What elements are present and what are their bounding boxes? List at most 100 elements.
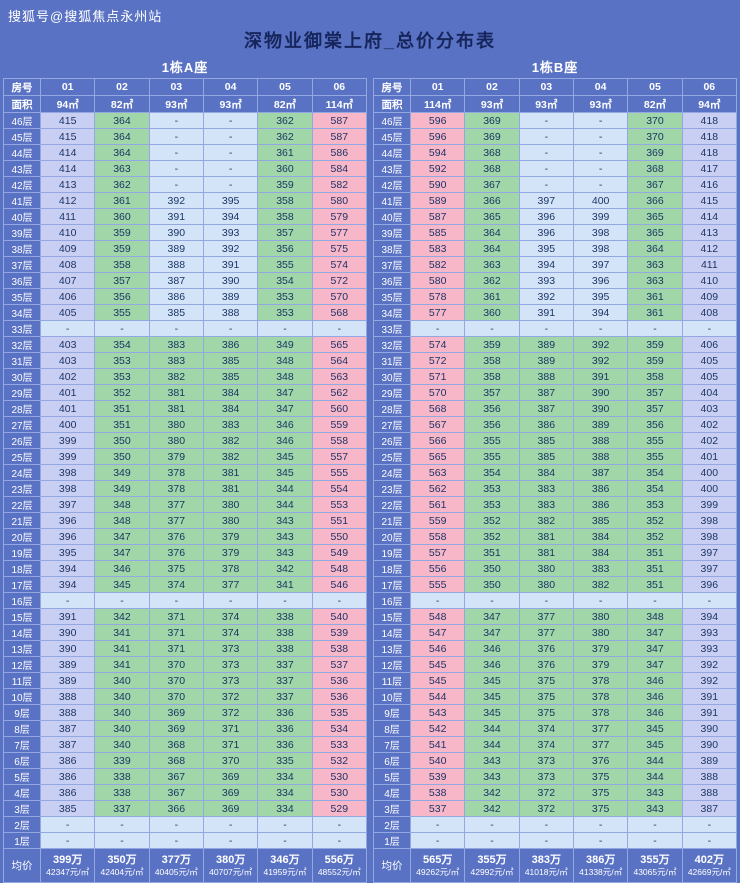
price-cell: 354 [627, 464, 683, 481]
price-cell: 384 [202, 384, 259, 401]
floor-row: 21层 396 348 377 380 343 551 [3, 512, 368, 529]
price-cell: 378 [572, 704, 629, 721]
price-cell: 407 [39, 272, 96, 289]
price-cell: 386 [572, 496, 629, 513]
price-cell: 334 [257, 784, 313, 801]
price-cell: 363 [94, 160, 150, 177]
floor-label: 7层 [3, 736, 41, 753]
price-cell: 355 [464, 432, 520, 449]
floor-label: 22层 [373, 496, 411, 513]
price-cell: 366 [627, 192, 683, 209]
price-cell: 347 [94, 544, 150, 561]
floor-label: 20层 [3, 528, 41, 545]
price-cell: 374 [148, 576, 204, 593]
floor-label: 13层 [373, 640, 411, 657]
floor-row: 41层 412 361 392 395 358 580 [3, 192, 368, 209]
price-cell: 405 [681, 368, 738, 385]
price-cell: 580 [409, 272, 466, 289]
price-cell: 343 [464, 752, 520, 769]
floor-label: 15层 [373, 608, 411, 625]
price-cell: 402 [681, 416, 738, 433]
floor-label: 11层 [373, 672, 411, 689]
price-cell: 382 [518, 512, 574, 529]
floor-label: 33层 [373, 320, 411, 337]
average-price: 355万 [477, 854, 507, 866]
price-cell: 410 [39, 224, 96, 241]
price-cell: - [518, 320, 574, 337]
price-cell: - [148, 112, 204, 129]
floor-row: 29层 401 352 381 384 347 562 [3, 384, 368, 401]
price-cell: 534 [311, 720, 368, 737]
price-cell: - [202, 816, 259, 833]
price-cell: 587 [409, 208, 466, 225]
price-cell: 362 [257, 128, 313, 145]
price-cell: 392 [572, 352, 629, 369]
average-cell: 346万 41959元/㎡ [257, 848, 313, 883]
price-cell: 401 [681, 448, 738, 465]
price-cell: 380 [202, 496, 259, 513]
area-row: 面积 94㎡ 82㎡ 93㎡ 93㎡ 82㎡ 114㎡ [3, 95, 368, 113]
floor-row: 20层 558 352 381 384 352 398 [373, 528, 738, 545]
price-cell: 546 [311, 576, 368, 593]
price-cell: 369 [202, 768, 259, 785]
price-cell: 388 [681, 784, 738, 801]
price-cell: - [518, 176, 574, 193]
floor-row: 5层 539 343 373 375 344 388 [373, 768, 738, 785]
floor-label: 2层 [3, 816, 41, 833]
average-price: 350万 [107, 854, 137, 866]
floor-label: 45层 [3, 128, 41, 145]
price-cell: 389 [39, 656, 96, 673]
price-cell: 390 [202, 272, 259, 289]
floor-row: 16层 - - - - - - [3, 592, 368, 609]
floor-label: 23层 [3, 480, 41, 497]
floor-row: 43层 414 363- -360 584 [3, 160, 368, 177]
price-cell: 376 [572, 752, 629, 769]
average-unit-price: 40707元/㎡ [209, 867, 253, 877]
price-cell: 530 [311, 768, 368, 785]
price-cell: 361 [464, 288, 520, 305]
room-number-header: 02 [94, 78, 150, 96]
price-cell: 353 [94, 368, 150, 385]
average-unit-price: 42347元/㎡ [46, 867, 90, 877]
price-cell: 369 [202, 800, 259, 817]
price-cell: 368 [148, 736, 204, 753]
price-cell: 396 [518, 224, 574, 241]
price-cell: - [148, 128, 204, 145]
price-cell: - [409, 320, 466, 337]
price-cell: 570 [409, 384, 466, 401]
price-cell: 338 [94, 784, 150, 801]
floor-row: 12层 545 346 376 379 347 392 [373, 656, 738, 673]
average-price: 399万 [52, 854, 83, 866]
floor-row: 11层 545 345 375 378 346 392 [373, 672, 738, 689]
price-cell: - [202, 832, 259, 849]
price-cell: 390 [39, 640, 96, 657]
floor-row: 17层 394 345 374 377 341 546 [3, 576, 368, 593]
price-cell: 390 [681, 720, 738, 737]
price-cell: 368 [627, 160, 683, 177]
price-cell: 396 [39, 528, 96, 545]
price-cell: 357 [464, 384, 520, 401]
floor-row: 18层 556 350 380 383 351 397 [373, 560, 738, 577]
floor-row: 20层 396 347 376 379 343 550 [3, 528, 368, 545]
price-cell: 358 [464, 368, 520, 385]
price-cell: - [409, 832, 466, 849]
room-number-header: 06 [311, 78, 368, 96]
price-cell: 565 [311, 336, 368, 353]
price-cell: 347 [464, 608, 520, 625]
price-cell: 377 [572, 720, 629, 737]
price-cell: - [572, 592, 629, 609]
price-cell: 382 [202, 432, 259, 449]
price-cell: - [257, 320, 313, 337]
price-cell: 345 [627, 736, 683, 753]
average-price: 556万 [324, 854, 354, 866]
price-cell: 388 [202, 304, 259, 321]
price-cell: 400 [39, 416, 96, 433]
price-cell: 540 [409, 752, 466, 769]
price-cell: 568 [409, 400, 466, 417]
price-cell: 390 [148, 224, 204, 241]
floor-label: 6层 [3, 752, 41, 769]
price-cell: 362 [257, 112, 313, 129]
price-cell: 380 [572, 608, 629, 625]
price-cell: 580 [311, 192, 368, 209]
price-cell: 388 [39, 688, 96, 705]
